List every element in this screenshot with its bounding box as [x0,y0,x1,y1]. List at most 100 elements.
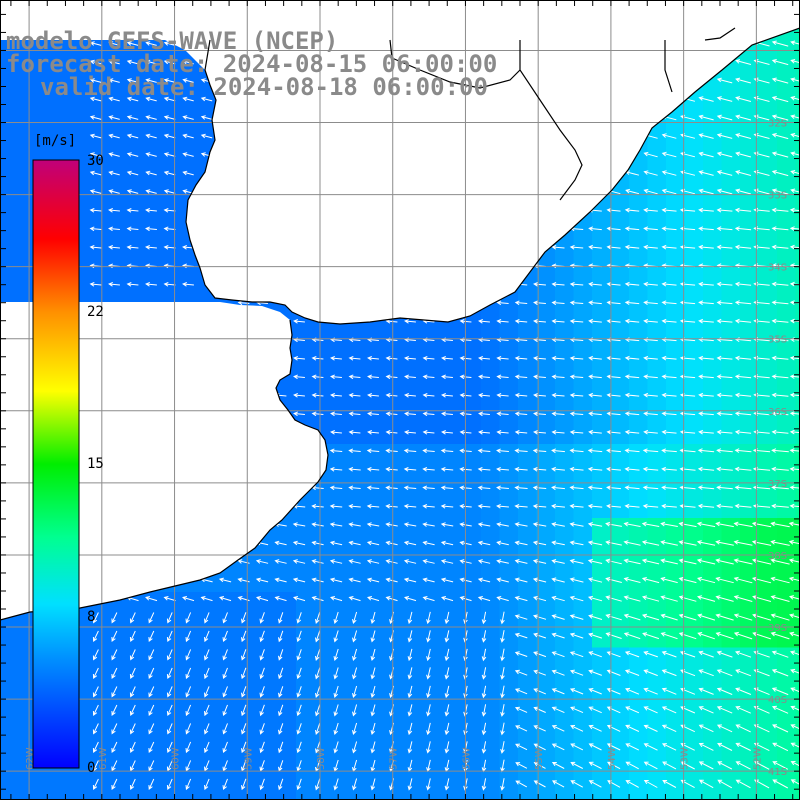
wind-arrow [108,96,120,102]
wind-speed-cell [740,444,760,464]
wind-speed-cell [721,481,741,501]
wind-arrow [459,374,472,380]
wind-speed-cell [684,777,704,797]
wind-arrow [770,539,790,546]
wind-arrow [182,596,195,602]
wind-speed-cell [444,388,464,408]
wind-speed-cell [259,592,279,612]
wind-arrow [111,649,118,661]
wind-arrow [771,151,789,158]
wind-speed-cell [425,518,445,538]
wind-speed-cell [111,666,131,686]
wind-arrow [514,392,528,398]
wind-arrow [569,466,584,472]
wind-speed-cell [795,296,800,316]
wind-speed-cell [684,259,704,279]
wind-arrow [404,411,416,417]
wind-speed-cell [0,240,20,260]
wind-arrow [163,133,176,139]
wind-speed-cell [333,703,353,723]
wind-arrow [367,355,379,361]
wind-speed-cell [462,370,482,390]
wind-arrow [477,448,491,454]
wind-speed-cell [703,518,723,538]
wind-speed-cell [314,518,334,538]
wind-arrow [533,762,546,769]
wind-arrow [329,448,343,454]
wind-speed-cell [777,92,797,112]
wind-arrow [404,596,417,602]
wind-arrow [771,650,789,658]
wind-arrow [533,780,546,788]
wind-arrow [496,448,509,454]
wind-arrow [679,448,696,454]
wind-arrow [385,596,398,602]
wind-arrow [426,741,431,754]
wind-arrow [444,667,450,680]
wind-speed-cell [462,592,482,612]
wind-speed-cell [758,444,778,464]
wind-speed-cell [573,259,593,279]
wind-speed-cell [37,795,57,800]
wind-arrow [426,630,431,643]
wind-arrow [478,318,490,324]
wind-speed-cell [795,462,800,482]
wind-arrow [278,778,284,791]
wind-speed-cell [74,55,94,75]
wind-speed-cell [721,777,741,797]
wind-speed-cell [740,777,760,797]
wind-speed-cell [444,592,464,612]
wind-speed-cell [555,518,575,538]
wind-arrow [660,540,678,546]
wind-speed-cell [462,499,482,519]
wind-speed-cell [684,277,704,297]
wind-arrow [551,448,565,454]
wind-speed-cell [573,758,593,778]
wind-arrow [259,649,265,661]
wind-arrow [533,355,546,361]
wind-speed-cell [592,573,612,593]
wind-arrow [588,411,602,417]
wind-speed-cell [425,499,445,519]
wind-speed-cell [536,536,556,556]
wind-arrow [533,429,546,435]
wind-arrow [200,152,213,157]
wind-speed-cell [573,592,593,612]
wind-speed-cell [166,259,186,279]
wind-speed-cell [388,481,408,501]
wind-arrow [296,723,302,735]
wind-arrow [698,742,714,751]
wind-speed-cell [555,536,575,556]
wind-arrow [108,78,120,83]
wind-speed-cell [55,92,75,112]
wind-speed-cell [592,240,612,260]
wind-arrow [185,778,192,791]
wind-arrow [551,762,565,769]
wind-speed-cell [518,721,538,741]
wind-arrow [481,722,487,736]
wind-speed-cell [592,499,612,519]
wind-arrow [771,485,789,490]
wind-speed-cell [573,222,593,242]
wind-arrow [551,540,565,546]
wind-speed-cell [518,351,538,371]
wind-arrow [532,448,547,454]
wind-arrow [624,374,640,380]
wind-arrow [624,466,640,472]
wind-arrow [278,630,284,643]
wind-speed-cell [647,351,667,371]
wind-speed-cell [629,314,649,334]
colorbar-tick-0: 0 [87,760,96,776]
wind-arrow [514,651,528,657]
wind-speed-cell [647,259,667,279]
wind-speed-cell [462,758,482,778]
wind-speed-cell [296,351,316,371]
wind-arrow [532,522,547,527]
wind-speed-cell [684,758,704,778]
wind-speed-cell [370,647,390,667]
wind-speed-cell [444,333,464,353]
wind-arrow [422,355,435,361]
wind-arrow [440,485,454,491]
wind-arrow [352,722,358,735]
